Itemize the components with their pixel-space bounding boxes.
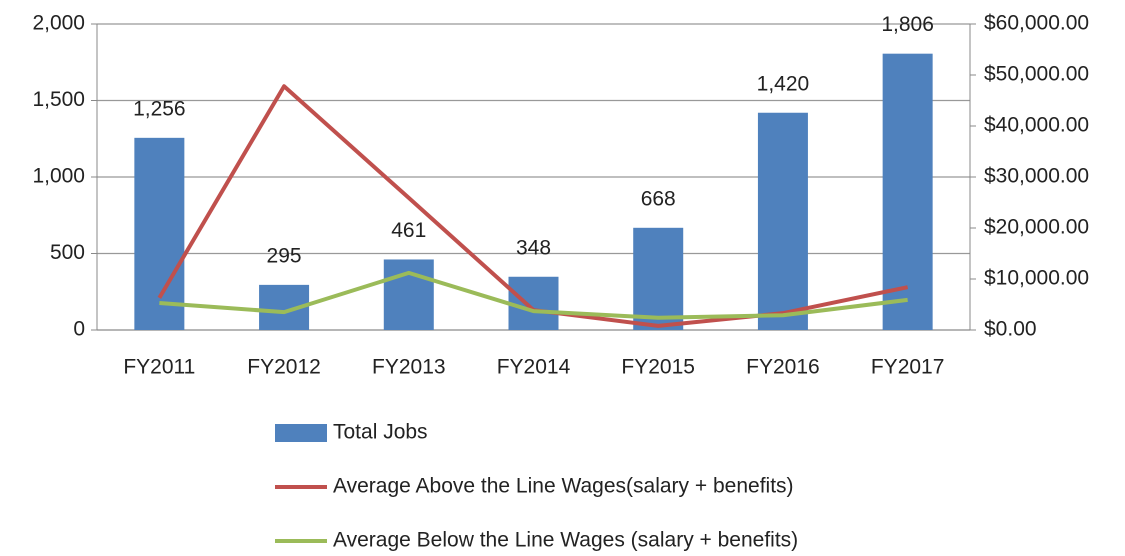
bar — [633, 227, 684, 330]
x-tick-label: FY2011 — [123, 356, 195, 379]
y-tick-label: 1,500 — [32, 88, 85, 111]
legend-label: Average Below the Line Wages (salary + b… — [333, 529, 798, 552]
bar — [757, 112, 808, 331]
data-label: 1,256 — [133, 97, 186, 120]
x-tick-label: FY2015 — [621, 356, 695, 379]
data-label: 295 — [267, 244, 302, 267]
y-tick-label: 0 — [73, 318, 85, 341]
y2-tick-label: $20,000.00 — [984, 216, 1089, 239]
data-label: 1,806 — [881, 13, 934, 36]
bar — [882, 53, 933, 330]
bar — [508, 276, 559, 330]
data-label: 348 — [516, 236, 551, 259]
x-tick-label: FY2013 — [372, 356, 446, 379]
y2-tick-label: $0.00 — [984, 318, 1037, 341]
y2-tick-label: $50,000.00 — [984, 63, 1089, 86]
legend-swatch — [275, 424, 327, 442]
y-tick-label: 1,000 — [32, 165, 85, 188]
y-tick-label: 2,000 — [32, 12, 85, 35]
data-label: 668 — [641, 187, 676, 210]
bar — [134, 137, 185, 330]
legend-label: Total Jobs — [333, 421, 428, 444]
line — [159, 270, 908, 320]
y2-tick-label: $10,000.00 — [984, 267, 1089, 290]
bar — [383, 259, 434, 330]
legend-label: Average Above the Line Wages(salary + be… — [333, 475, 794, 498]
x-tick-label: FY2014 — [497, 356, 571, 379]
data-label: 1,420 — [757, 72, 810, 95]
y2-tick-label: $60,000.00 — [984, 12, 1089, 35]
y2-tick-label: $30,000.00 — [984, 165, 1089, 188]
y-tick-label: 500 — [50, 241, 85, 264]
x-tick-label: FY2012 — [247, 356, 321, 379]
x-tick-label: FY2016 — [746, 356, 820, 379]
y2-tick-label: $40,000.00 — [984, 114, 1089, 137]
x-tick-label: FY2017 — [871, 356, 945, 379]
data-label: 461 — [391, 219, 426, 242]
